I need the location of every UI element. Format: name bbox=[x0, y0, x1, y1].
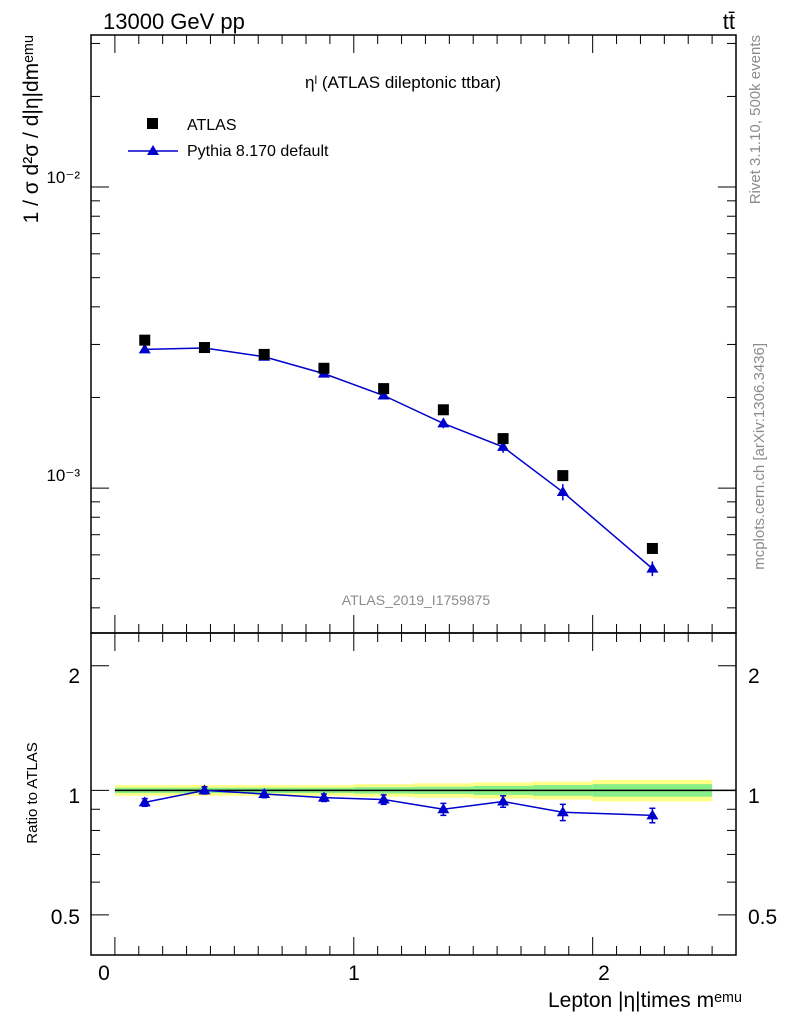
ratio-pythia-point bbox=[377, 793, 390, 804]
legend-marker-atlas bbox=[147, 118, 158, 129]
pythia-point bbox=[497, 440, 510, 451]
ratio-pythia-point bbox=[646, 809, 659, 820]
legend-label-atlas: ATLAS bbox=[187, 117, 237, 134]
ratio-y-tick-label-1-right: 1 bbox=[748, 785, 760, 808]
process-label: tt̄ bbox=[723, 9, 735, 34]
ratio-pythia-point bbox=[317, 791, 330, 802]
x-tick-label-0: 0 bbox=[98, 962, 110, 985]
atlas-point bbox=[497, 433, 509, 445]
atlas-point bbox=[139, 334, 151, 346]
pythia-point bbox=[437, 417, 450, 428]
atlas-point bbox=[378, 383, 390, 395]
ratio-panel-frame bbox=[90, 632, 737, 956]
ratio-pythia-point bbox=[258, 787, 271, 798]
atlas-point bbox=[646, 542, 658, 554]
axis-ticks bbox=[90, 35, 737, 956]
ratio-y-axis-label: Ratio to ATLAS bbox=[24, 742, 41, 843]
ratio-y-tick-label-2-right: 2 bbox=[748, 665, 760, 688]
pythia-point bbox=[646, 562, 659, 573]
main-y-axis-label: 1 / σ d²σ / d|η|dmᵉᵐᵘ bbox=[20, 35, 43, 223]
ratio-pythia-point bbox=[198, 784, 211, 795]
ratio-pythia-point bbox=[437, 803, 450, 814]
atlas-point bbox=[258, 348, 270, 360]
ratio-y-tick-label-1-left: 1 bbox=[68, 785, 80, 808]
pythia-point bbox=[138, 343, 151, 354]
x-tick-label-1: 1 bbox=[348, 962, 360, 985]
ratio-marks bbox=[138, 784, 659, 824]
ratio-y-tick-label-0.5-right: 0.5 bbox=[748, 906, 777, 929]
x-tick-label-2: 2 bbox=[598, 962, 610, 985]
pythia-point bbox=[556, 486, 569, 497]
atlas-point bbox=[557, 470, 569, 482]
ratio-y-tick-label-0.5-left: 0.5 bbox=[51, 906, 80, 929]
legend-label-pythia: Pythia 8.170 default bbox=[187, 143, 329, 160]
watermark-label: ATLAS_2019_I1759875 bbox=[342, 592, 491, 608]
ratio-pythia-point bbox=[556, 806, 569, 817]
ratio-pythia-point bbox=[138, 796, 151, 807]
atlas-point bbox=[437, 404, 449, 416]
x-axis-label: Lepton |η|times mᵉᵐᵘ bbox=[548, 989, 742, 1012]
atlas-point bbox=[318, 362, 330, 374]
main-title: ηˡ (ATLAS dileptonic ttbar) bbox=[305, 73, 501, 92]
main-marks bbox=[138, 334, 659, 577]
source-label: mcplots.cern.ch [arXiv:1306.3436] bbox=[751, 343, 768, 570]
rivet-label: Rivet 3.1.10, 500k events bbox=[747, 35, 764, 204]
ratio-y-tick-label-2-left: 2 bbox=[68, 665, 80, 688]
pythia-point bbox=[377, 389, 390, 400]
main-y-tick-label-1e-3: 10⁻³ bbox=[46, 466, 80, 485]
main-y-tick-label-1e-2: 10⁻² bbox=[46, 168, 80, 187]
atlas-point bbox=[198, 342, 210, 354]
ratio-pythia-point bbox=[497, 795, 510, 806]
pythia-line bbox=[144, 347, 653, 570]
legend-marker-pythia bbox=[147, 145, 159, 155]
energy-label: 13000 GeV pp bbox=[103, 9, 245, 34]
